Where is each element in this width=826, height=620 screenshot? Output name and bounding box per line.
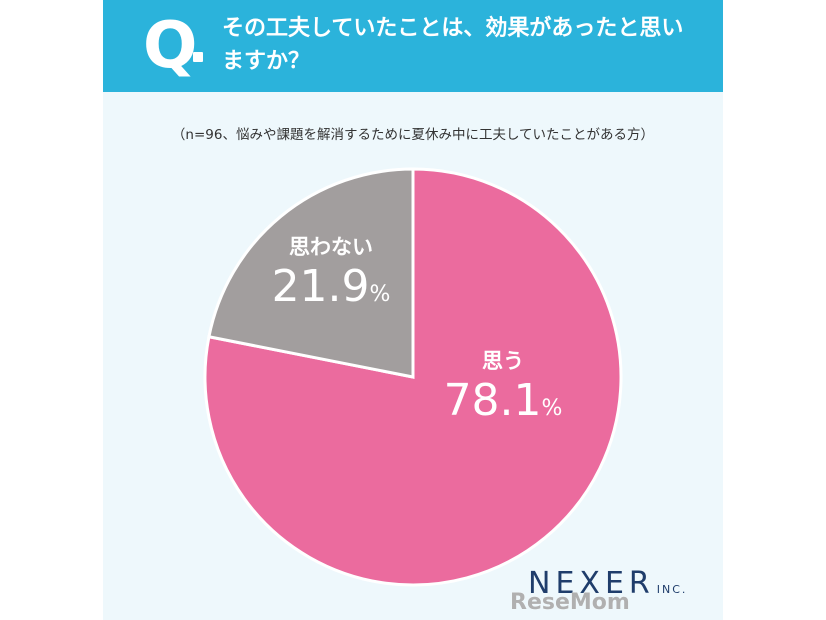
sample-note: （n=96、悩みや課題を解消するために夏休み中に工夫していたことがある方） xyxy=(171,127,655,143)
slice-value-agree: 78.1% xyxy=(443,375,563,426)
resemom-watermark: ReseMom xyxy=(510,590,630,615)
q-dot-icon xyxy=(193,52,203,62)
pie-chart xyxy=(203,167,623,587)
nexer-logo: NEXER INC. xyxy=(528,566,688,601)
q-mark: Q xyxy=(143,9,198,83)
slice-name-disagree: 思わない xyxy=(289,235,373,259)
question-header: Q その工夫していたことは、効果があったと思いますか？ xyxy=(103,0,723,92)
slice-value-disagree: 21.9% xyxy=(271,261,391,312)
slice-label-agree: 思う 78.1% xyxy=(403,348,603,436)
slice-label-disagree: 思わない 21.9% xyxy=(231,234,431,322)
chart-card: Q その工夫していたことは、効果があったと思いますか？ （n=96、悩みや課題を… xyxy=(103,0,723,620)
pie-slice-disagree xyxy=(207,167,415,379)
slice-name-agree: 思う xyxy=(482,349,524,373)
question-title: その工夫していたことは、効果があったと思いますか？ xyxy=(222,16,684,74)
